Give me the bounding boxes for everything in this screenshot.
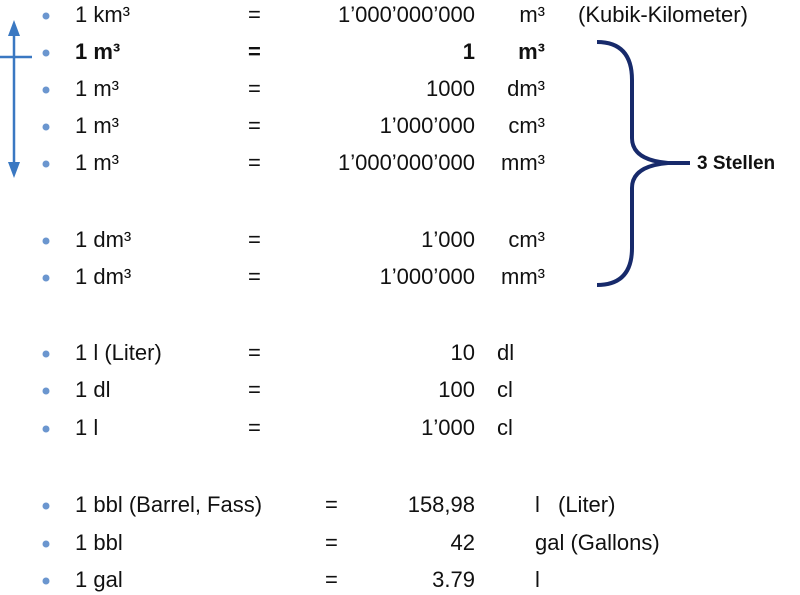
row-unit: dl: [497, 340, 514, 365]
row-equals: =: [248, 2, 261, 27]
row-equals: =: [325, 492, 338, 517]
row-value: 3.79: [432, 567, 475, 592]
row-unit: m³: [518, 39, 545, 64]
row-left: 1 l: [75, 415, 98, 440]
row-unit: cl: [497, 377, 513, 402]
row-equals: =: [248, 150, 261, 175]
row-equals: =: [325, 530, 338, 555]
row-equals: =: [248, 227, 261, 252]
row-left: 1 km³: [75, 2, 130, 27]
row-left: 1 bbl: [75, 530, 123, 555]
row-value: 1’000’000’000: [338, 150, 475, 175]
row-left: 1 m³: [75, 76, 119, 101]
bullet: [42, 577, 50, 585]
row-equals: =: [248, 76, 261, 101]
bullet: [42, 49, 50, 57]
brace-label: 3 Stellen: [697, 153, 775, 174]
row-value: 1000: [426, 76, 475, 101]
row-left: 1 gal: [75, 567, 123, 592]
bullet: [42, 350, 50, 358]
row-unit: dm³: [507, 76, 545, 101]
row-left: 1 dm³: [75, 264, 131, 289]
row-unit: cm³: [508, 227, 545, 252]
row-equals: =: [248, 340, 261, 365]
row-left: 1 dl: [75, 377, 110, 402]
row-left: 1 dm³: [75, 227, 131, 252]
row-unit: l: [535, 567, 540, 592]
bullet: [42, 387, 50, 395]
brace: [596, 40, 690, 287]
row-note: (Kubik-Kilometer): [578, 2, 748, 27]
row-left: 1 bbl (Barrel, Fass): [75, 492, 262, 517]
bullet: [42, 425, 50, 433]
row-left: 1 l (Liter): [75, 340, 162, 365]
row-value: 100: [438, 377, 475, 402]
row-value: 1: [463, 39, 475, 64]
bullet: [42, 502, 50, 510]
row-equals: =: [248, 39, 261, 64]
row-unit: mm³: [501, 264, 545, 289]
row-equals: =: [248, 264, 261, 289]
row-left: 1 m³: [75, 113, 119, 138]
row-unit: cm³: [508, 113, 545, 138]
row-value: 10: [451, 340, 475, 365]
row-unit: m³: [519, 2, 545, 27]
row-value: 1’000’000’000: [338, 2, 475, 27]
row-value: 1’000’000: [380, 264, 475, 289]
row-equals: =: [325, 567, 338, 592]
row-equals: =: [248, 113, 261, 138]
row-value: 42: [451, 530, 475, 555]
bullet: [42, 12, 50, 20]
row-unit: l: [535, 492, 540, 517]
row-value: 1’000: [421, 227, 475, 252]
row-equals: =: [248, 415, 261, 440]
row-value: 1’000: [421, 415, 475, 440]
arrow: [0, 20, 32, 178]
row-unit: mm³: [501, 150, 545, 175]
bullet: [42, 540, 50, 548]
row-unit: gal (Gallons): [535, 530, 660, 555]
row-value: 1’000’000: [380, 113, 475, 138]
row-unit: cl: [497, 415, 513, 440]
arrow-head-down: [8, 162, 20, 178]
bullet: [42, 86, 50, 94]
bullet: [42, 123, 50, 131]
row-left: 1 m³: [75, 39, 120, 64]
row-equals: =: [248, 377, 261, 402]
bullet: [42, 237, 50, 245]
row-left: 1 m³: [75, 150, 119, 175]
row-note: (Liter): [558, 492, 615, 517]
row-value: 158,98: [408, 492, 475, 517]
arrow-head-up: [8, 20, 20, 36]
bullet: [42, 160, 50, 168]
bullet: [42, 274, 50, 282]
